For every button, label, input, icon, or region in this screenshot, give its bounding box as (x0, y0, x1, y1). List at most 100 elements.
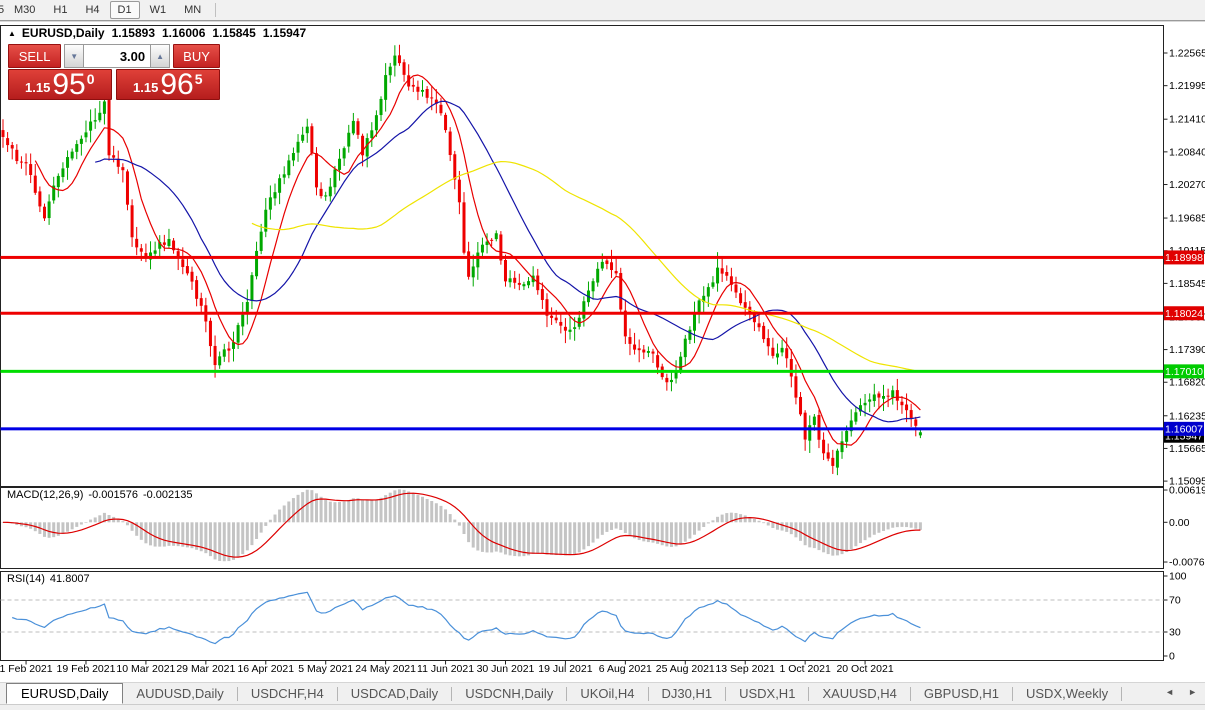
macd-bar (826, 522, 830, 555)
candle-body (485, 241, 489, 245)
chart-canvas[interactable]: 1.22565 1.21995 1.21410 1.20840 1.20270 1.196… (0, 0, 1205, 682)
timeframe-button-m30[interactable]: M30 (14, 4, 36, 16)
candle-body (637, 348, 641, 351)
chart-tab-usdx-weekly[interactable]: USDX,Weekly (1026, 686, 1109, 701)
volume-increase-button[interactable]: ▲ (151, 44, 171, 68)
candle-body (195, 280, 199, 299)
candle-body (688, 329, 692, 340)
candle-body (550, 315, 554, 318)
macd-bar (554, 522, 558, 556)
collapse-icon[interactable]: ▲ (8, 28, 16, 38)
macd-bar (527, 522, 531, 556)
macd-bar (918, 522, 922, 530)
macd-bar (702, 522, 706, 527)
candle-body (826, 452, 830, 459)
macd-bar (577, 522, 581, 553)
hline-price-tag-bg (1164, 306, 1204, 321)
chart-tab-eurusd-daily[interactable]: EURUSD,Daily (6, 683, 124, 704)
macd-bar (245, 522, 249, 551)
candle-body (600, 261, 604, 269)
hline-price-tag: 1.17010 (1165, 366, 1203, 378)
timeframe-button-mn[interactable]: MN (184, 4, 202, 16)
macd-bar (757, 520, 761, 523)
horizontal-line-1.18998[interactable] (0, 255, 1164, 259)
timeframe-button-h1[interactable]: H1 (53, 4, 68, 16)
sell-price-tile[interactable]: 1.15 95 0 (8, 69, 112, 100)
price-axis: 1.22565 1.21995 1.21410 1.20840 1.20270 1.196… (1163, 48, 1205, 488)
candle-body (130, 205, 134, 238)
timeframe-partial-button[interactable]: 5 (0, 4, 5, 16)
candle-body (278, 178, 282, 193)
candle-body (121, 167, 125, 171)
macd-bar (540, 522, 544, 554)
candle-body (854, 412, 858, 422)
candle-body (250, 275, 254, 301)
chart-tab-usdchf-h4[interactable]: USDCHF,H4 (250, 686, 324, 701)
candle-body (540, 289, 544, 300)
buy-button[interactable]: BUY (173, 44, 220, 68)
ohlc-close: 1.15947 (262, 26, 307, 40)
candle-body (52, 185, 56, 201)
ohlc-high: 1.16006 (162, 26, 206, 40)
candle-body (268, 197, 272, 210)
macd-bar (208, 522, 212, 557)
chart-tab-dj30-h1[interactable]: DJ30,H1 (661, 686, 713, 701)
macd-bar (563, 522, 567, 556)
timeframe-button-d1[interactable]: D1 (109, 1, 140, 19)
date-label: 29 Mar 2021 (176, 663, 235, 675)
macd-axis-label: -0.007621 (1169, 557, 1205, 569)
volume-input[interactable] (83, 44, 152, 68)
macd-bar (102, 512, 106, 523)
horizontal-line-1.17010[interactable] (0, 369, 1164, 373)
volume-decrease-button[interactable]: ▼ (64, 44, 84, 68)
date-label: 11 Jun 2021 (417, 663, 474, 675)
chart-tab-xauusd-h4[interactable]: XAUUSD,H4 (822, 686, 897, 701)
tabs-scroll-right-icon[interactable]: ► (1188, 687, 1197, 697)
candle-body (508, 278, 512, 283)
chart-tab-usdx-h1[interactable]: USDX,H1 (739, 686, 796, 701)
macd-bar (775, 522, 779, 530)
candle-body (563, 326, 567, 331)
candle-body (711, 282, 715, 287)
macd-main-value: -0.001576 (88, 489, 138, 501)
candle-body (310, 126, 314, 153)
candle-body (351, 120, 355, 134)
candle-body (845, 430, 849, 442)
tab-separator (647, 686, 649, 701)
buy-price-tile[interactable]: 1.15 96 5 (115, 69, 220, 100)
tab-separator (1012, 686, 1013, 701)
candle-body (356, 121, 360, 135)
candle-body (324, 195, 328, 197)
horizontal-line-1.16007[interactable] (0, 427, 1164, 431)
date-label: 25 Aug 2021 (656, 663, 715, 675)
timeframe-button-w1[interactable]: W1 (149, 4, 167, 16)
macd-bar (886, 522, 890, 530)
macd-bar (651, 522, 655, 543)
macd-bar (52, 522, 56, 538)
chart-tab-audusd-daily[interactable]: AUDUSD,Daily (136, 686, 224, 701)
candle-body (342, 148, 346, 159)
macd-bar (255, 522, 259, 539)
timeframe-button-h4[interactable]: H4 (85, 4, 100, 16)
candle-body (628, 337, 632, 344)
chart-tab-usdcnh-daily[interactable]: USDCNH,Daily (465, 686, 554, 701)
macd-bar (402, 489, 406, 523)
chart-tab-usdcad-daily[interactable]: USDCAD,Daily (350, 686, 439, 701)
macd-histogram (1, 489, 922, 562)
tabs-scroll-left-icon[interactable]: ◄ (1165, 687, 1175, 697)
candle-body (162, 242, 166, 245)
macd-bar (637, 522, 641, 541)
chart-tab-ukoil-h4[interactable]: UKOil,H4 (580, 686, 635, 701)
macd-bar (711, 520, 715, 523)
candle-body (739, 293, 743, 304)
macd-bar (176, 522, 180, 547)
horizontal-line-1.18024[interactable] (0, 311, 1164, 315)
sell-button[interactable]: SELL (8, 44, 62, 68)
macd-bar (232, 522, 235, 560)
chart-tab-gbpusd-h1[interactable]: GBPUSD,H1 (923, 686, 999, 701)
macd-bar (370, 500, 374, 523)
rsi-axis-label: 0 (1169, 651, 1175, 663)
date-label: 6 Aug 2021 (599, 663, 652, 675)
rsi-axis-label: 70 (1169, 595, 1181, 607)
candle-body (900, 401, 904, 406)
